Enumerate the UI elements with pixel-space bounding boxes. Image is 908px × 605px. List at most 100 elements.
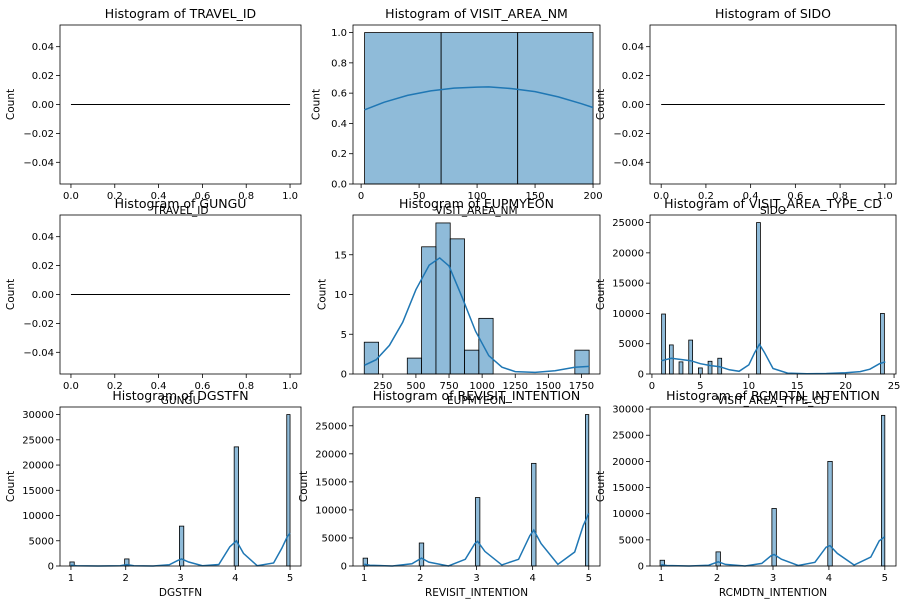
histogram-bar — [827, 460, 833, 567]
chart-title: Histogram of DGSTFN — [112, 388, 248, 403]
histogram-bar — [678, 361, 684, 375]
y-tick-label: −0.04 — [23, 348, 54, 359]
kde-curve — [364, 512, 590, 567]
histogram-panel-2: 0 50 100 150 200 0.0 0.2 0.4 0.6 0.8 1.0 VISIT_AREA… — [310, 6, 602, 217]
y-tick-label: 5000 — [619, 535, 644, 546]
x-tick-label: 1 — [658, 573, 664, 584]
y-tick-label: 15000 — [612, 279, 644, 290]
y-tick-label: 0.02 — [622, 71, 644, 82]
x-tick-label: 250 — [373, 381, 392, 392]
x-tick-label: 5 — [882, 573, 888, 584]
x-tick-label: 1.0 — [282, 191, 298, 202]
histogram-bar — [585, 414, 590, 567]
histogram-bar — [668, 344, 674, 375]
y-tick-label: 0.04 — [622, 42, 644, 53]
x-tick-label: 1 — [68, 573, 74, 584]
y-tick-label: 0.00 — [622, 100, 644, 111]
x-tick-label: 0.8 — [238, 191, 254, 202]
y-tick-label: 0 — [341, 370, 347, 381]
x-tick-label: 15 — [791, 381, 804, 392]
histogram-panel-4: 0.0 0.2 0.4 0.6 0.8 1.0 −0.04 −0.02 0.00 0.02 0.04… — [5, 196, 302, 407]
y-tick-label: 0.04 — [32, 42, 54, 53]
x-tick-label: 0.2 — [107, 381, 123, 392]
y-tick-label: 0.00 — [32, 290, 54, 301]
x-tick-label: 50 — [413, 191, 426, 202]
y-tick-label: 20000 — [22, 461, 54, 472]
chart-title: Histogram of VISIT_AREA_TYPE_CD — [664, 196, 882, 211]
histogram-bar — [707, 360, 713, 375]
y-tick-label: 0 — [341, 562, 347, 573]
x-tick-label: 500 — [406, 381, 425, 392]
x-axis-label: VISIT_AREA_TYPE_CD — [717, 395, 829, 407]
x-tick-label: 3 — [770, 573, 776, 584]
y-axis-label: Count — [595, 279, 607, 310]
y-tick-label: 0.02 — [32, 71, 54, 82]
kde-curve — [70, 532, 291, 567]
histogram-panel-1: 0.0 0.2 0.4 0.6 0.8 1.0 −0.04 −0.02 0.00 0.02 0.04… — [5, 6, 302, 217]
x-axis-label: VISIT_AREA_NM — [435, 205, 517, 217]
x-axis-label: EUPMYEON — [447, 395, 506, 407]
y-tick-label: 15000 — [612, 483, 644, 494]
y-tick-label: 25000 — [612, 431, 644, 442]
histogram-panel-5: 250 500 750 1000 1250 1500 1750 0 5 10 15 EUPMYEON C… — [317, 196, 601, 407]
y-tick-label: 0 — [638, 562, 644, 573]
x-tick-label: 1750 — [569, 381, 594, 392]
y-tick-label: 25000 — [315, 421, 347, 432]
y-tick-label: 20000 — [315, 449, 347, 460]
y-axis-label: Count — [317, 279, 329, 310]
x-tick-label: 20 — [839, 381, 852, 392]
y-tick-label: −0.04 — [613, 158, 644, 169]
histogram-panel-7: 1 2 3 4 5 0 5000 10000 15000 20000 25000 30000 DGSTF… — [5, 388, 302, 599]
histogram-panel-9: 1 2 3 4 5 0 5000 10000 15000 20000 25000 30000 RCMDT… — [595, 388, 897, 599]
x-tick-label: 0.6 — [194, 381, 210, 392]
y-tick-label: 10000 — [22, 511, 54, 522]
chart-title: Histogram of RCMDTN_INTENTION — [666, 388, 880, 403]
x-tick-label: 0.4 — [151, 381, 167, 392]
x-tick-label: 5 — [697, 381, 703, 392]
x-tick-label: 0.8 — [832, 191, 848, 202]
histogram-bar — [435, 222, 451, 375]
axes-frame — [649, 214, 897, 375]
x-tick-label: 0 — [649, 381, 655, 392]
axes-frame — [352, 24, 601, 185]
x-tick-label: 2 — [714, 573, 720, 584]
x-tick-label: 0.4 — [151, 191, 167, 202]
y-tick-label: 15 — [334, 250, 347, 261]
x-tick-label: 1.0 — [282, 381, 298, 392]
y-tick-label: 20000 — [612, 457, 644, 468]
chart-title: Histogram of REVISIT_INTENTION — [373, 388, 581, 403]
y-tick-label: 25000 — [612, 218, 644, 229]
x-tick-label: 5 — [586, 573, 592, 584]
x-axis-label: REVISIT_INTENTION — [425, 587, 528, 599]
x-tick-label: 1 — [361, 573, 367, 584]
y-tick-label: 10000 — [612, 309, 644, 320]
x-tick-label: 0.2 — [698, 191, 714, 202]
x-tick-label: 3 — [473, 573, 479, 584]
x-tick-label: 1.0 — [877, 191, 893, 202]
x-tick-label: 750 — [439, 381, 458, 392]
y-axis-label: Count — [5, 89, 17, 120]
histogram-bar — [478, 317, 494, 375]
x-tick-label: 100 — [468, 191, 487, 202]
y-tick-label: −0.04 — [23, 158, 54, 169]
y-axis-label: Count — [5, 279, 17, 310]
x-tick-label: 0.6 — [787, 191, 803, 202]
x-tick-label: 1000 — [469, 381, 494, 392]
y-axis-label: Count — [595, 89, 607, 120]
chart-title: Histogram of GUNGU — [115, 196, 247, 211]
y-tick-label: 0.8 — [331, 58, 347, 69]
x-tick-label: 0 — [358, 191, 364, 202]
y-tick-label: 15000 — [22, 486, 54, 497]
y-tick-label: 5000 — [29, 536, 54, 547]
x-tick-label: 0.2 — [107, 191, 123, 202]
y-tick-label: −0.02 — [613, 129, 644, 140]
y-tick-label: 15000 — [315, 477, 347, 488]
y-tick-label: 30000 — [22, 410, 54, 421]
histogram-panel-3: 0.0 0.2 0.4 0.6 0.8 1.0 −0.04 −0.02 0.00 0.02 0.04… — [595, 6, 897, 217]
x-tick-label: 0.4 — [743, 191, 759, 202]
x-tick-label: 1500 — [536, 381, 561, 392]
y-tick-label: −0.02 — [23, 129, 54, 140]
y-tick-label: 20000 — [612, 248, 644, 259]
x-axis-label: TRAVEL_ID — [152, 205, 209, 217]
